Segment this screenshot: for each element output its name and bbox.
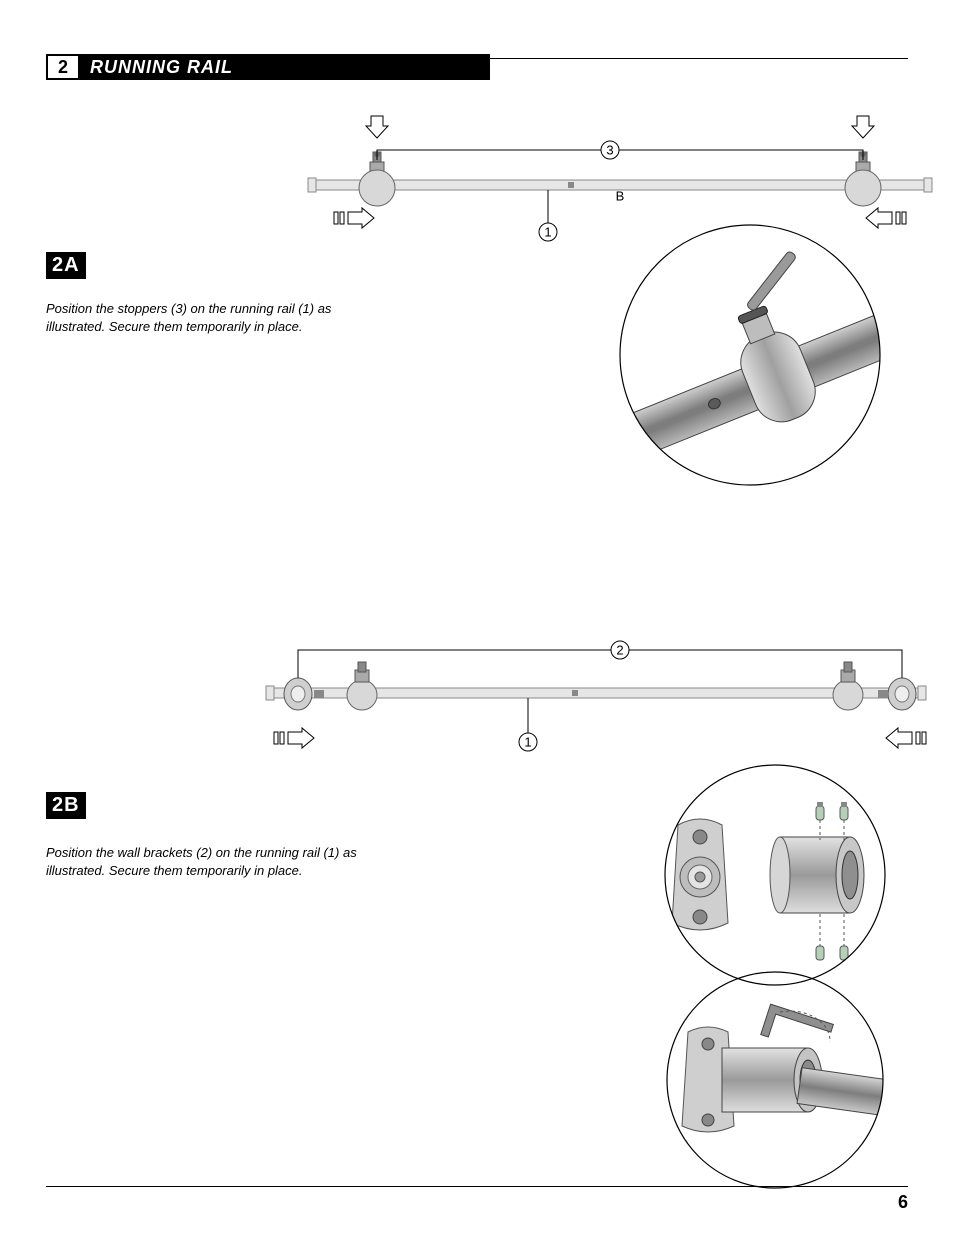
diagram-2a-detail xyxy=(560,215,940,495)
step-2a-label: 2A xyxy=(46,252,86,279)
page: 2 RUNNING RAIL 2A Position the stoppers … xyxy=(0,0,954,1235)
callout-stopper: 3 xyxy=(606,143,613,158)
step-2b-label-text: 2B xyxy=(52,794,80,816)
page-number: 6 xyxy=(898,1192,908,1213)
section-number: 2 xyxy=(58,57,68,78)
diagram-2b-detail-top xyxy=(620,760,930,990)
callout-rail-2b: 1 xyxy=(524,735,531,750)
section-number-box: 2 xyxy=(46,54,80,80)
step-2b-label: 2B xyxy=(46,792,86,819)
diagram-2b-detail-bottom xyxy=(620,970,930,1195)
callout-bracket: 2 xyxy=(616,643,623,658)
section-header: 2 RUNNING RAIL xyxy=(46,54,908,80)
callout-rail-2a: 1 xyxy=(544,225,551,240)
diagram-2b-schematic: 2 1 xyxy=(250,620,940,770)
bottom-rule xyxy=(46,1186,908,1187)
step-2b-text: Position the wall brackets (2) on the ru… xyxy=(46,844,376,879)
step-2a-label-text: 2A xyxy=(52,254,80,276)
step-2a-text: Position the stoppers (3) on the running… xyxy=(46,300,376,335)
section-title-bar: RUNNING RAIL xyxy=(80,54,490,80)
section-title: RUNNING RAIL xyxy=(90,57,233,78)
dim-letter-b: B xyxy=(616,189,625,204)
